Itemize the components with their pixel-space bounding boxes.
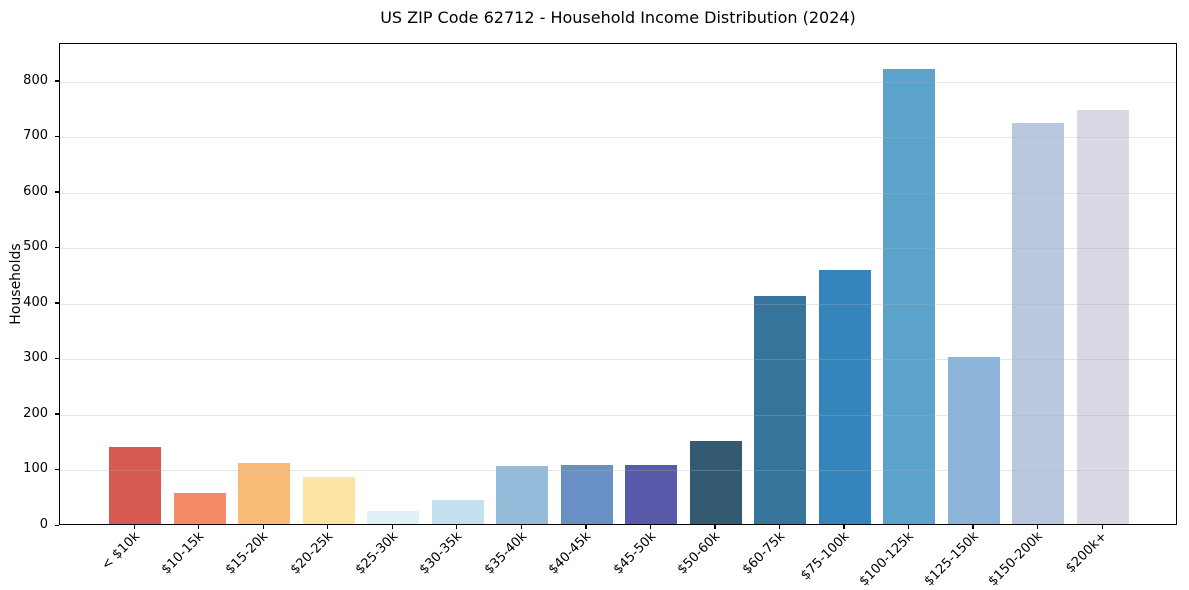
xtick-mark bbox=[133, 525, 135, 529]
xtick-label-text: $200k+ bbox=[1063, 529, 1111, 577]
xtick-label-text: $30-35k bbox=[416, 529, 466, 578]
xtick-mark bbox=[520, 525, 522, 529]
ytick-mark bbox=[55, 191, 59, 193]
xtick-label-text: $10-15k bbox=[158, 529, 208, 578]
xtick-label-text: $150-200k bbox=[985, 529, 1047, 590]
xtick-mark bbox=[843, 525, 845, 529]
ytick-mark bbox=[55, 524, 59, 526]
xtick-label-text: $50-60k bbox=[674, 529, 724, 578]
bar-$45-50k bbox=[625, 465, 678, 524]
bar-$100-125k bbox=[883, 68, 936, 524]
bar-$15-20k bbox=[238, 462, 291, 524]
ytick-mark bbox=[55, 302, 59, 304]
ytick-label-0: 0 bbox=[39, 517, 48, 532]
y-axis-label: Households bbox=[8, 243, 24, 325]
bar-$150-200k bbox=[1012, 122, 1065, 524]
bar-$200k+ bbox=[1077, 109, 1129, 524]
bar-$50-60k bbox=[689, 440, 742, 524]
bar-$60-75k bbox=[754, 296, 807, 524]
ytick-label-200: 200 bbox=[23, 405, 48, 421]
xtick-mark bbox=[327, 525, 329, 529]
xtick-mark bbox=[972, 525, 974, 529]
ytick-label-300: 300 bbox=[23, 350, 48, 366]
bar-$25-30k bbox=[367, 511, 420, 524]
ytick-label-100: 100 bbox=[23, 461, 48, 477]
xtick-mark bbox=[714, 525, 716, 529]
xtick-mark bbox=[262, 525, 264, 529]
xtick-label-text: $40-45k bbox=[545, 529, 595, 578]
bar-$40-45k bbox=[560, 465, 613, 524]
xtick-mark bbox=[1036, 525, 1039, 529]
xtick-label-text: $60-75k bbox=[739, 529, 788, 578]
bar-$125-150k bbox=[947, 357, 1000, 524]
ytick-label-500: 500 bbox=[23, 239, 48, 255]
bars-layer bbox=[60, 44, 1176, 524]
xtick-label-text: < $10k bbox=[98, 529, 143, 574]
bar-$30-35k bbox=[431, 499, 484, 524]
xtick-mark bbox=[907, 525, 910, 529]
ytick-label-400: 400 bbox=[23, 294, 48, 310]
plot-area bbox=[59, 43, 1177, 525]
ytick-mark bbox=[55, 357, 59, 360]
ytick-mark bbox=[55, 413, 59, 415]
bar-$20-25k bbox=[302, 476, 355, 524]
ytick-mark bbox=[55, 246, 59, 249]
xtick-label-text: $35-40k bbox=[481, 529, 530, 578]
xtick-mark bbox=[456, 525, 458, 529]
bar-$75-100k bbox=[818, 270, 871, 524]
ytick-label-600: 600 bbox=[23, 183, 48, 199]
xtick-mark bbox=[198, 525, 200, 529]
bar-$35-40k bbox=[496, 466, 549, 524]
xtick-mark bbox=[778, 525, 781, 529]
xtick-label-text: $15-20k bbox=[223, 529, 272, 578]
xtick-label-text: $100-125k bbox=[856, 529, 917, 590]
xtick-label-text: $75-100k bbox=[798, 529, 853, 584]
chart-title: US ZIP Code 62712 - Household Income Dis… bbox=[380, 8, 856, 27]
xtick-mark bbox=[391, 525, 393, 529]
xtick-label-text: $20-25k bbox=[287, 529, 337, 578]
ytick-mark bbox=[55, 468, 59, 471]
ytick-mark bbox=[55, 135, 59, 138]
ytick-mark bbox=[55, 80, 59, 82]
xtick-label-text: $25-30k bbox=[352, 529, 401, 578]
xtick-label-text: $45-50k bbox=[610, 529, 659, 578]
xtick-mark bbox=[1101, 525, 1103, 529]
xtick-mark bbox=[585, 525, 587, 529]
ytick-label-700: 700 bbox=[23, 128, 48, 144]
xtick-mark bbox=[649, 525, 652, 529]
bar-< $10k bbox=[109, 447, 161, 524]
ytick-label-800: 800 bbox=[23, 72, 48, 88]
bar-$10-15k bbox=[173, 493, 226, 524]
xtick-label-text: $125-150k bbox=[921, 529, 982, 590]
